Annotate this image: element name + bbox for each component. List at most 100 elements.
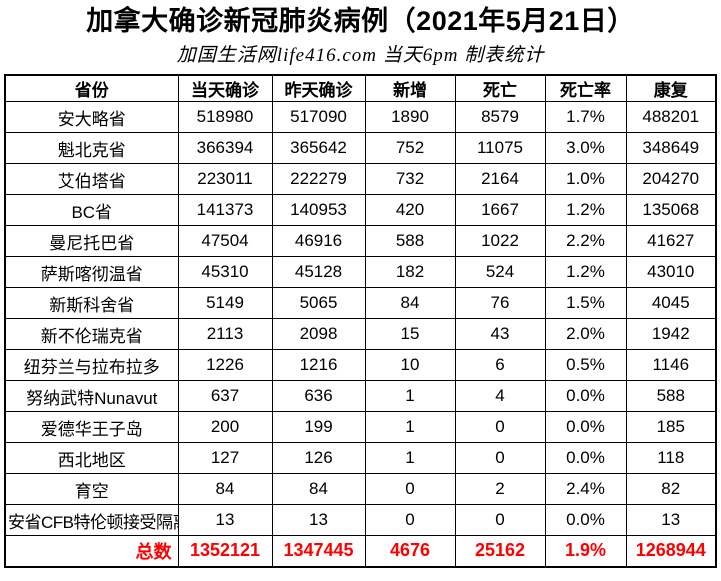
value-cell: 13 (625, 504, 717, 536)
total-label: 总数 (4, 535, 179, 567)
page-title: 加拿大确诊新冠肺炎病例（2021年5月21日） (86, 6, 635, 36)
value-cell: 0 (364, 504, 456, 536)
value-cell: 2164 (454, 163, 546, 195)
value-cell: 1.5% (544, 287, 627, 319)
value-cell: 0.0% (544, 380, 627, 412)
value-cell: 15 (364, 318, 456, 350)
table-row: 安省CFB特伦顿接受隔离 13 13 0 0 0.0% 13 (4, 504, 717, 536)
value-cell: 518980 (177, 101, 273, 133)
value-cell: 45310 (177, 256, 273, 288)
value-cell: 185 (625, 411, 717, 443)
province-cell: 努纳武特Nunavut (4, 380, 179, 412)
total-value-cell: 1347445 (271, 535, 366, 567)
province-cell: BC省 (4, 194, 179, 226)
value-cell: 6 (454, 349, 546, 381)
value-cell: 204270 (625, 163, 717, 195)
value-cell: 47504 (177, 225, 273, 257)
value-cell: 365642 (271, 132, 366, 164)
table-row: 魁北克省 366394 365642 752 11075 3.0% 348649 (4, 132, 717, 164)
value-cell: 420 (364, 194, 456, 226)
province-cell: 艾伯塔省 (4, 163, 179, 195)
value-cell: 43010 (625, 256, 717, 288)
value-cell: 1942 (625, 318, 717, 350)
province-cell: 纽芬兰与拉布拉多 (4, 349, 179, 381)
value-cell: 200 (177, 411, 273, 443)
value-cell: 76 (454, 287, 546, 319)
value-cell: 4 (454, 380, 546, 412)
value-cell: 140953 (271, 194, 366, 226)
header-row: 省份 当天确诊 昨天确诊 新增 死亡 死亡率 康复 (4, 74, 717, 102)
value-cell: 488201 (625, 101, 717, 133)
value-cell: 46916 (271, 225, 366, 257)
column-header: 死亡率 (544, 74, 627, 102)
value-cell: 2.2% (544, 225, 627, 257)
province-cell: 西北地区 (4, 442, 179, 474)
column-header: 康复 (625, 74, 717, 102)
value-cell: 182 (364, 256, 456, 288)
value-cell: 141373 (177, 194, 273, 226)
table-row: 曼尼托巴省 47504 46916 588 1022 2.2% 41627 (4, 225, 717, 257)
value-cell: 5065 (271, 287, 366, 319)
value-cell: 0 (364, 473, 456, 505)
value-cell: 5149 (177, 287, 273, 319)
value-cell: 1 (364, 442, 456, 474)
value-cell: 45128 (271, 256, 366, 288)
table-row: 新不伦瑞克省 2113 2098 15 43 2.0% 1942 (4, 318, 717, 350)
covid-statistics-table: 省份 当天确诊 昨天确诊 新增 死亡 死亡率 康复 安大略省 518980 517090 1890… (4, 74, 717, 568)
value-cell: 8579 (454, 101, 546, 133)
value-cell: 636 (271, 380, 366, 412)
value-cell: 348649 (625, 132, 717, 164)
value-cell: 752 (364, 132, 456, 164)
value-cell: 1226 (177, 349, 273, 381)
province-cell: 安省CFB特伦顿接受隔离 (4, 504, 179, 536)
value-cell: 13 (271, 504, 366, 536)
total-value-cell: 1352121 (177, 535, 273, 567)
value-cell: 84 (271, 473, 366, 505)
column-header: 昨天确诊 (271, 74, 366, 102)
value-cell: 0 (454, 411, 546, 443)
total-value-cell: 1.9% (544, 535, 627, 567)
value-cell: 41627 (625, 225, 717, 257)
value-cell: 1216 (271, 349, 366, 381)
value-cell: 588 (625, 380, 717, 412)
province-cell: 安大略省 (4, 101, 179, 133)
subtitle-source-note: 加国生活网life416.com 当天6pm 制表统计 (176, 45, 545, 66)
value-cell: 366394 (177, 132, 273, 164)
column-header: 省份 (4, 74, 179, 102)
value-cell: 0.0% (544, 411, 627, 443)
value-cell: 0.0% (544, 442, 627, 474)
value-cell: 2.4% (544, 473, 627, 505)
value-cell: 1146 (625, 349, 717, 381)
value-cell: 222279 (271, 163, 366, 195)
total-value-cell: 1268944 (625, 535, 717, 567)
value-cell: 84 (364, 287, 456, 319)
total-value-cell: 25162 (454, 535, 546, 567)
value-cell: 2.0% (544, 318, 627, 350)
province-cell: 曼尼托巴省 (4, 225, 179, 257)
value-cell: 1890 (364, 101, 456, 133)
value-cell: 1667 (454, 194, 546, 226)
value-cell: 4045 (625, 287, 717, 319)
value-cell: 588 (364, 225, 456, 257)
province-cell: 新斯科舍省 (4, 287, 179, 319)
value-cell: 126 (271, 442, 366, 474)
value-cell: 1.2% (544, 256, 627, 288)
table-row: 爱德华王子岛 200 199 1 0 0.0% 185 (4, 411, 717, 443)
value-cell: 199 (271, 411, 366, 443)
value-cell: 10 (364, 349, 456, 381)
table-row: 新斯科舍省 5149 5065 84 76 1.5% 4045 (4, 287, 717, 319)
value-cell: 0 (454, 504, 546, 536)
table-body: 安大略省 518980 517090 1890 8579 1.7% 488201 魁北克省 36… (4, 101, 717, 567)
value-cell: 1.2% (544, 194, 627, 226)
column-header: 新增 (364, 74, 456, 102)
value-cell: 127 (177, 442, 273, 474)
table-row: 育空 84 84 0 2 2.4% 82 (4, 473, 717, 505)
table-row: 纽芬兰与拉布拉多 1226 1216 10 6 0.5% 1146 (4, 349, 717, 381)
province-cell: 魁北克省 (4, 132, 179, 164)
value-cell: 0.0% (544, 504, 627, 536)
province-cell: 育空 (4, 473, 179, 505)
value-cell: 1 (364, 411, 456, 443)
value-cell: 118 (625, 442, 717, 474)
province-cell: 新不伦瑞克省 (4, 318, 179, 350)
